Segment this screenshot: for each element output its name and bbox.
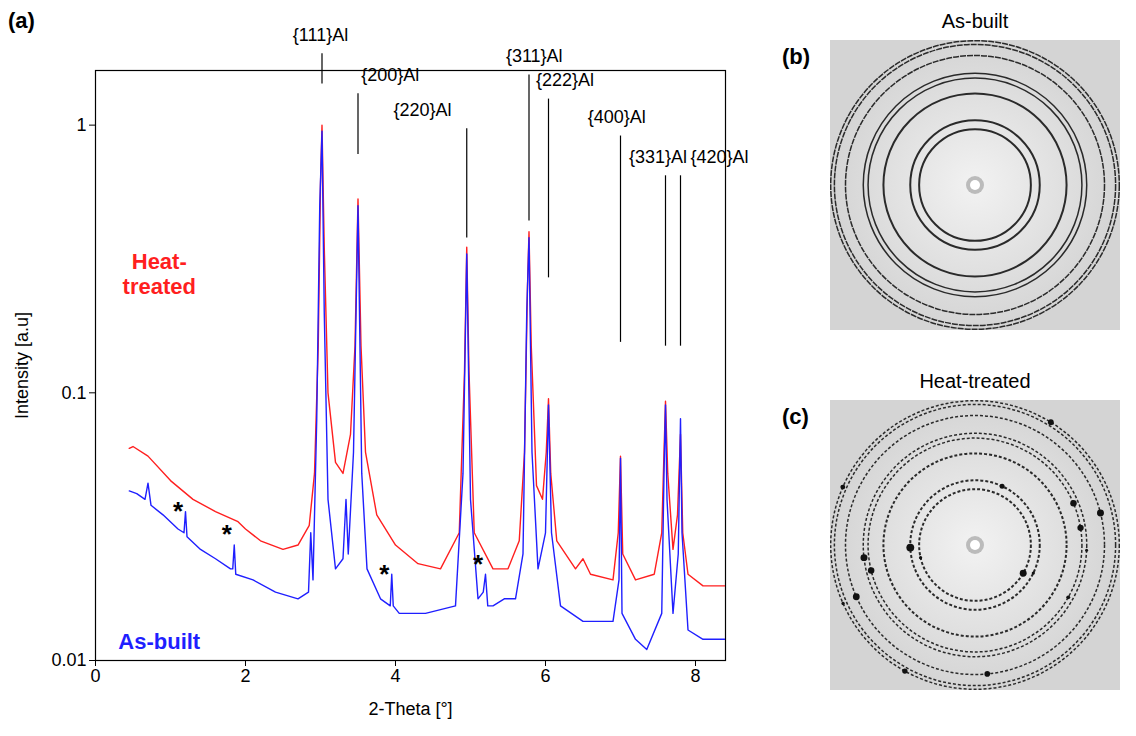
svg-text:1: 1 (76, 115, 86, 135)
svg-text:As-built: As-built (118, 629, 201, 654)
svg-text:4: 4 (390, 666, 400, 686)
svg-text:{200}Al: {200}Al (361, 65, 419, 85)
svg-text:Heat-treated: Heat-treated (123, 249, 196, 299)
svg-text:{400}Al: {400}Al (588, 107, 646, 127)
svg-text:2-Theta [°]: 2-Theta [°] (368, 699, 452, 719)
svg-text:*: * (473, 549, 484, 579)
svg-text:8: 8 (690, 666, 700, 686)
svg-text:2: 2 (240, 666, 250, 686)
svg-text:{311}Al: {311}Al (506, 46, 563, 66)
svg-text:{420}Al: {420}Al (690, 147, 748, 167)
svg-text:6: 6 (540, 666, 550, 686)
svg-text:{220}Al: {220}Al (393, 100, 451, 120)
html-text:As-built: As-built (941, 10, 1009, 32)
svg-text:0.01: 0.01 (51, 650, 86, 670)
html-text:(c): (c) (782, 404, 809, 429)
html-text:Heat-treated: Heat-treated (919, 370, 1031, 392)
svg-text:Intensity [a.u]: Intensity [a.u] (12, 312, 32, 419)
svg-text:0.1: 0.1 (61, 383, 86, 403)
svg-text:{111}Al: {111}Al (293, 25, 348, 45)
svg-text:0: 0 (90, 666, 100, 686)
html-text:(a): (a) (8, 8, 35, 33)
svg-text:*: * (379, 559, 390, 589)
html-text:(b): (b) (782, 44, 811, 69)
svg-text:{331}Al: {331}Al (629, 147, 687, 167)
svg-text:*: * (222, 519, 233, 549)
svg-text:{222}Al: {222}Al (536, 70, 594, 90)
svg-text:*: * (173, 496, 184, 526)
